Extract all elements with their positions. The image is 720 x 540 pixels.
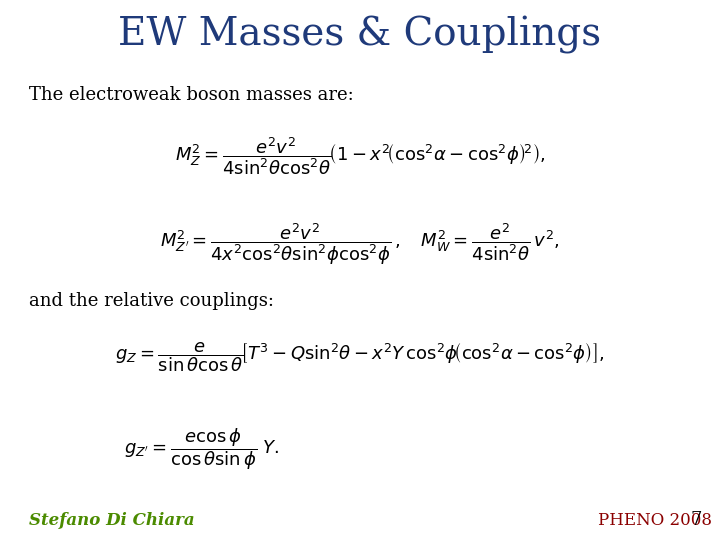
Text: $g_Z = \dfrac{e}{\sin\theta\cos\theta}\!\left[T^3 - Q\sin^2\!\theta - x^2 Y\,\co: $g_Z = \dfrac{e}{\sin\theta\cos\theta}\!… [115, 340, 605, 374]
Text: and the relative couplings:: and the relative couplings: [29, 292, 274, 309]
Text: 7: 7 [690, 511, 702, 529]
Text: $g_{Z'} = \dfrac{e\cos\phi}{\cos\theta\sin\phi}\;Y.$: $g_{Z'} = \dfrac{e\cos\phi}{\cos\theta\s… [124, 427, 279, 472]
Text: Stefano Di Chiara: Stefano Di Chiara [29, 512, 194, 529]
Text: EW Masses & Couplings: EW Masses & Couplings [118, 16, 602, 54]
Text: $M_{Z'}^2 = \dfrac{e^2 v^2}{4x^2\cos^2\!\theta\sin^2\!\phi\cos^2\!\phi}\,,\quad : $M_{Z'}^2 = \dfrac{e^2 v^2}{4x^2\cos^2\!… [160, 221, 560, 267]
Text: The electroweak boson masses are:: The electroweak boson masses are: [29, 86, 354, 104]
Text: PHENO 2008: PHENO 2008 [598, 512, 711, 529]
Text: $M_Z^2 = \dfrac{e^2 v^2}{4\sin^2\!\theta\cos^2\!\theta}\!\left(1 - x^2\!\left(\c: $M_Z^2 = \dfrac{e^2 v^2}{4\sin^2\!\theta… [174, 135, 546, 177]
